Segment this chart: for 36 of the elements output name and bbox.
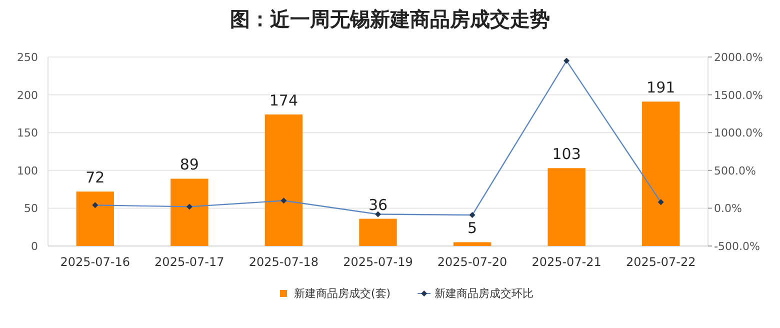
y2-tick-label: 1500.0%: [714, 88, 763, 102]
bar: [642, 102, 680, 246]
chart-title: 图：近一周无锡新建商品房成交走势: [230, 7, 550, 31]
x-tick-label: 2025-07-21: [532, 255, 602, 269]
x-tick-label: 2025-07-16: [60, 255, 130, 269]
y-tick-label: 100: [17, 164, 38, 178]
data-label: 89: [180, 156, 199, 174]
data-label: 36: [368, 196, 388, 214]
x-tick-label: 2025-07-17: [154, 255, 224, 269]
x-tick-label: 2025-07-18: [248, 255, 319, 269]
bar: [76, 192, 114, 246]
x-tick-label: 2025-07-22: [626, 255, 696, 269]
bar: [548, 168, 586, 246]
y-tick-label: 50: [24, 202, 38, 216]
y-tick-label: 0: [31, 240, 38, 253]
bar: [453, 242, 492, 246]
y-tick-label: 150: [17, 126, 38, 140]
legend-label: 新建商品房成交(套): [294, 287, 391, 300]
bar: [264, 114, 303, 246]
data-label: 103: [552, 145, 581, 164]
legend-label: 新建商品房成交环比: [434, 287, 534, 300]
y2-tick-label: 0.0%: [714, 202, 742, 216]
y-tick-label: 200: [17, 88, 38, 102]
data-label: 5: [468, 219, 478, 238]
y2-tick-label: 500.0%: [714, 164, 756, 178]
y-tick-label: 250: [17, 51, 38, 64]
data-label: 72: [86, 168, 105, 187]
bar: [359, 218, 397, 246]
y2-tick-label: 2000.0%: [714, 51, 763, 64]
x-tick-label: 2025-07-19: [343, 255, 413, 269]
data-label: 174: [269, 91, 298, 110]
bar: [170, 178, 208, 246]
data-label: 191: [646, 78, 676, 97]
y2-tick-label: -500.0%: [714, 240, 760, 253]
y2-tick-label: 1000.0%: [714, 126, 763, 140]
x-tick-label: 2025-07-20: [437, 255, 508, 269]
